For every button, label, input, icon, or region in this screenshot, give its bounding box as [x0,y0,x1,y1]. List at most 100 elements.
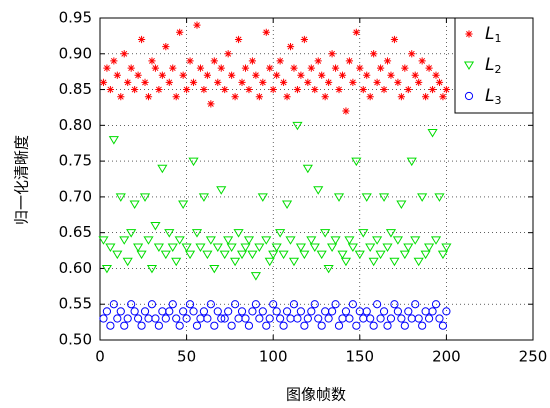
point [438,321,448,330]
point [202,250,213,260]
point [366,93,374,101]
point [122,257,133,267]
point [338,314,347,323]
point [181,243,192,252]
y-tick-label: 0.60 [59,259,92,277]
point [373,78,381,86]
point [282,307,292,316]
point [327,307,337,316]
point [390,35,399,44]
point [254,243,265,252]
point [380,85,388,94]
point [385,229,397,238]
point [408,50,416,58]
y-tick-label: 0.75 [59,152,92,170]
point [221,85,229,94]
point [206,300,215,309]
point [293,314,302,323]
point [213,307,222,316]
point [320,229,331,238]
point [217,64,225,72]
point [413,257,424,267]
point [290,64,298,72]
legend-marker [465,30,473,38]
point [337,250,348,260]
point [347,243,358,252]
point [439,93,447,101]
point [252,71,260,79]
point [141,78,149,86]
y-tick-label: 0.90 [59,44,92,62]
point [431,300,441,309]
point [420,250,431,260]
point [150,222,161,231]
point [411,300,420,309]
point [368,257,379,267]
point [255,314,264,323]
point [248,307,257,316]
point [303,314,312,323]
point [376,64,385,72]
point [154,321,163,330]
point [316,250,327,260]
point [184,250,196,260]
point [113,314,122,323]
point [268,250,279,260]
point [250,272,261,281]
point [400,321,409,330]
point [243,236,255,245]
legend-label: L1 [485,24,501,45]
point [196,64,205,72]
point [174,236,185,245]
point [210,321,219,330]
point [379,307,389,316]
point [214,78,222,86]
x-axis-label: 图像帧数 [286,386,346,404]
point [370,50,378,58]
point [289,300,299,309]
point [396,200,407,210]
point [182,314,191,323]
point [144,93,153,101]
point [310,300,319,309]
point [168,300,177,309]
point [172,93,180,101]
x-tick-label: 0 [95,348,105,366]
point [248,57,257,65]
point [422,93,430,101]
point [129,200,140,210]
point [399,250,410,260]
point [383,57,392,65]
legend-label: L3 [485,86,501,107]
point [434,193,445,202]
point [264,257,275,267]
point [313,186,324,195]
point [410,236,421,245]
point [269,300,278,309]
point [296,307,306,316]
point [314,57,322,65]
point [349,78,357,86]
point [198,193,210,202]
point [210,57,218,65]
point [382,243,393,252]
point [415,78,423,86]
point [179,307,188,316]
point [279,321,288,330]
point [101,264,113,274]
point [205,236,216,245]
point [195,243,206,252]
point [286,43,295,51]
point [314,314,323,323]
point [126,229,137,238]
point [228,71,236,79]
point [183,85,191,94]
point [345,57,354,65]
point [259,78,267,86]
x-tick-label: 100 [259,348,288,366]
point [116,307,125,316]
point [428,307,437,316]
point [432,71,440,79]
point [223,236,234,245]
point [153,243,164,252]
